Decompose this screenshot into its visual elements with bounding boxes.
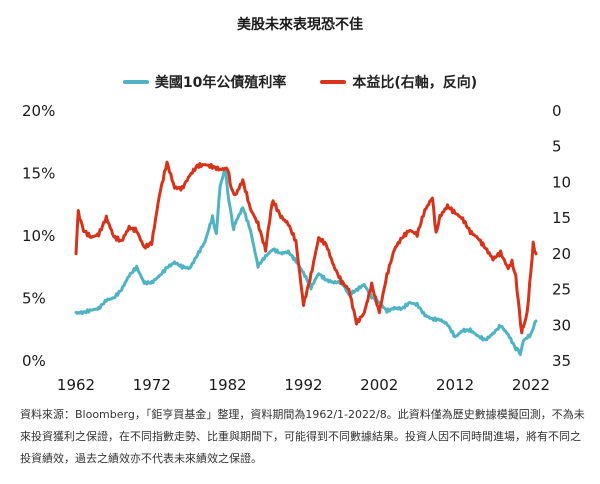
x-tick-label: 1982 (209, 376, 247, 394)
y-right-tick-label: 25 (552, 281, 571, 299)
y-left-tick-label: 10% (22, 227, 55, 245)
y-left-tick-label: 20% (22, 102, 55, 120)
y-right-tick-label: 30 (552, 316, 571, 334)
y-left-tick-label: 5% (22, 290, 46, 308)
y-left-tick-label: 0% (22, 352, 46, 370)
y-right-tick-label: 0 (552, 102, 562, 120)
x-tick-label: 2002 (360, 376, 398, 394)
x-tick-label: 2012 (436, 376, 474, 394)
legend-item-yield: 美國10年公債殖利率 (122, 72, 287, 92)
legend-label-pe: 本益比(右軸，反向) (352, 75, 478, 91)
legend-swatch-yield (122, 80, 149, 84)
x-tick-label: 1962 (57, 376, 95, 394)
x-tick-label: 2022 (512, 376, 550, 394)
series-line-yield (74, 167, 538, 356)
source-note: 資料來源：Bloomberg，「鉅亨買基金」整理，資料期間為1962/1-202… (20, 408, 585, 465)
y-right-tick-label: 35 (552, 352, 571, 370)
y-right-tick-label: 5 (552, 138, 562, 156)
x-tick-label: 1972 (133, 376, 171, 394)
legend-item-pe: 本益比(右軸，反向) (320, 72, 477, 92)
chart-legend: 美國10年公債殖利率 本益比(右軸，反向) (0, 72, 600, 92)
dual-axis-line-chart: 0% 5% 10% 15% 20% 0 5 10 15 20 25 30 35 1962 1972 1982 1… (22, 102, 571, 394)
series-line-pe (74, 160, 538, 335)
legend-swatch-pe (320, 80, 347, 84)
y-right-tick-label: 15 (552, 209, 571, 227)
legend-label-yield: 美國10年公債殖利率 (154, 75, 287, 91)
y-right-tick-label: 10 (552, 173, 571, 191)
y-left-tick-label: 15% (22, 165, 55, 183)
x-tick-label: 1992 (284, 376, 322, 394)
chart-title: 美股未來表現恐不佳 (237, 17, 363, 33)
y-right-tick-label: 20 (552, 245, 571, 263)
